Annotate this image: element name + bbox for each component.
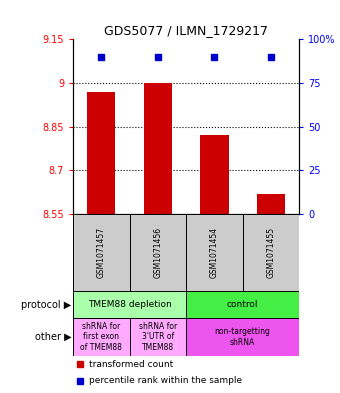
Bar (87, 92, 116, 214)
Bar (130, 318, 186, 356)
Bar (243, 214, 299, 291)
Bar (257, 194, 285, 214)
Text: GSM1071454: GSM1071454 (210, 227, 219, 278)
Text: shRNA for
3'UTR of
TMEM88: shRNA for 3'UTR of TMEM88 (139, 322, 177, 352)
Text: other ▶: other ▶ (35, 332, 71, 342)
Title: GDS5077 / ILMN_1729217: GDS5077 / ILMN_1729217 (104, 24, 268, 37)
Text: TMEM88 depletion: TMEM88 depletion (88, 300, 171, 309)
Text: GSM1071456: GSM1071456 (153, 227, 163, 278)
Text: protocol ▶: protocol ▶ (21, 299, 71, 310)
Bar (186, 214, 243, 291)
Bar (186, 291, 299, 318)
Bar (73, 291, 186, 318)
Text: GSM1071455: GSM1071455 (267, 227, 275, 278)
Text: non-targetting
shRNA: non-targetting shRNA (215, 327, 271, 347)
Bar (186, 318, 299, 356)
Text: GSM1071457: GSM1071457 (97, 227, 106, 278)
Bar (73, 214, 130, 291)
Text: control: control (227, 300, 258, 309)
Text: transformed count: transformed count (89, 360, 173, 369)
Text: percentile rank within the sample: percentile rank within the sample (89, 376, 242, 385)
Bar (73, 318, 130, 356)
Bar (144, 83, 172, 214)
Bar (130, 214, 186, 291)
Text: shRNA for
first exon
of TMEM88: shRNA for first exon of TMEM88 (81, 322, 122, 352)
Bar (200, 136, 228, 214)
